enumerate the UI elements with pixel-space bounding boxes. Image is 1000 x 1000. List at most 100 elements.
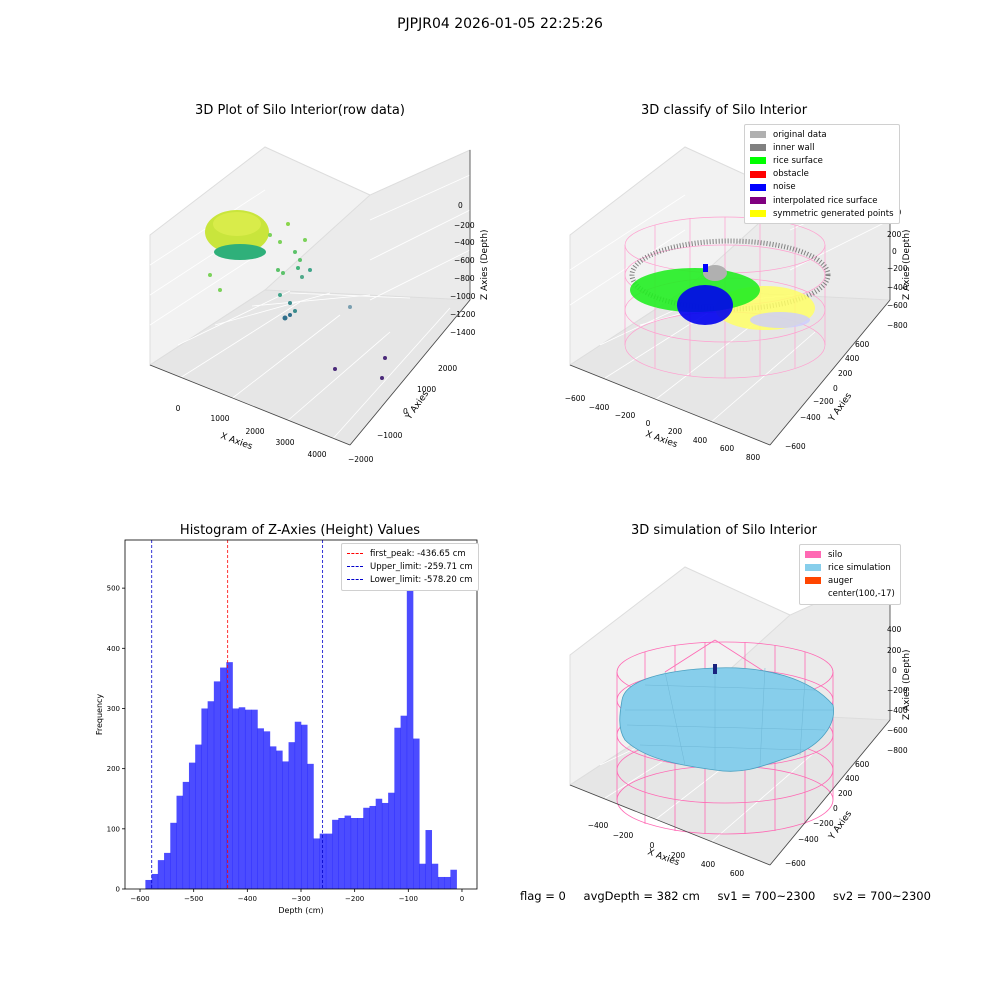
plot4-xtick: 0 bbox=[650, 841, 655, 850]
histogram-bar bbox=[406, 559, 414, 889]
plot2-legend-item: original data bbox=[750, 128, 894, 141]
plot1-dense-cluster bbox=[214, 244, 266, 260]
plot2-ztick: 0 bbox=[892, 247, 897, 256]
histogram-axes: −600 −500 −400 −300 −200 −100 0 0 100 200 300 400 50… bbox=[95, 539, 478, 915]
plot1-title: 3D Plot of Silo Interior(row data) bbox=[195, 103, 405, 118]
plot1-ytick: −1000 bbox=[377, 431, 403, 440]
sv1-value: sv1 = 700~2300 bbox=[717, 889, 816, 903]
plot1-xtick: 1000 bbox=[210, 414, 229, 423]
plot2-ytick: 0 bbox=[833, 384, 838, 393]
plot4-ztick: 0 bbox=[892, 666, 897, 675]
histogram-bar bbox=[325, 833, 333, 889]
histogram-bar bbox=[394, 727, 401, 889]
plot2-legend: original data inner wall rice surface obsta… bbox=[744, 124, 900, 225]
plot2-legend-swatch bbox=[750, 157, 766, 165]
histogram-bar bbox=[357, 817, 364, 889]
plot4-legend-label: rice simulation bbox=[828, 562, 891, 573]
histogram-bar bbox=[294, 721, 302, 889]
histogram-bar bbox=[207, 701, 215, 889]
histogram-bar bbox=[444, 876, 451, 889]
plot2-ytick: 600 bbox=[855, 340, 870, 349]
plot4-legend-item: auger bbox=[805, 574, 895, 587]
plot4-title: 3D simulation of Silo Interior bbox=[631, 523, 817, 538]
hist-legend-label: Lower_limit: -578.20 cm bbox=[370, 574, 473, 585]
histogram-bar bbox=[400, 715, 408, 889]
x-tick-label: −100 bbox=[399, 895, 418, 903]
histogram-bar bbox=[145, 879, 152, 889]
plot2-noise bbox=[677, 285, 733, 325]
plot2-legend-item: inner wall bbox=[750, 141, 894, 154]
plot2-legend-swatch bbox=[750, 170, 766, 178]
plot2-ztick: −200 bbox=[887, 264, 908, 273]
flag-value: flag = 0 bbox=[520, 889, 566, 903]
x-tick-label: −400 bbox=[238, 895, 257, 903]
histogram-bar bbox=[276, 750, 283, 889]
plot2-xtick: 0 bbox=[646, 419, 651, 428]
hist-legend-label: Upper_limit: -259.71 cm bbox=[370, 561, 473, 572]
x-tick-label: −200 bbox=[345, 895, 364, 903]
hist-legend-line bbox=[347, 579, 363, 581]
plot2-legend-item: obstacle bbox=[750, 168, 894, 181]
plot2-ytick: 200 bbox=[838, 369, 853, 378]
hist-legend-label: first_peak: -436.65 cm bbox=[370, 548, 466, 559]
plot1-xtick: 0 bbox=[176, 404, 181, 413]
plot2-original-data bbox=[703, 265, 727, 281]
plot1-ztick: −1200 bbox=[450, 310, 476, 319]
plot1-xtick: 3000 bbox=[275, 438, 294, 447]
plot1-grid bbox=[149, 174, 471, 443]
x-axis-label: Depth (cm) bbox=[278, 906, 323, 915]
plot2-inner-wall bbox=[629, 238, 831, 312]
histogram-bar bbox=[151, 873, 159, 889]
histogram-bar bbox=[288, 742, 296, 889]
plot2-legend-label: symmetric generated points bbox=[773, 208, 894, 219]
plot4-ztick: 400 bbox=[887, 625, 902, 634]
plot4-ytick: −200 bbox=[813, 819, 834, 828]
plot2-legend-label: obstacle bbox=[773, 169, 809, 180]
histogram-bar bbox=[437, 876, 445, 889]
histogram-bar bbox=[201, 708, 208, 889]
plot1-ztick: −200 bbox=[454, 221, 475, 230]
histogram-bar bbox=[313, 838, 320, 889]
plot2-legend-swatch bbox=[750, 183, 766, 191]
histogram-bar bbox=[350, 817, 358, 889]
histogram-bar bbox=[413, 738, 420, 889]
plot2-zlabel: Z Axies (Depth) bbox=[902, 229, 912, 300]
histogram-bar bbox=[338, 817, 345, 889]
plot4-xtick: −400 bbox=[588, 821, 609, 830]
plot4-legend-label: center(100,-17) bbox=[828, 589, 895, 600]
x-tick-label: 0 bbox=[460, 895, 464, 903]
x-tick-label: −300 bbox=[291, 895, 310, 903]
plot2-legend-item: symmetric generated points bbox=[750, 207, 894, 220]
histogram-bar bbox=[226, 662, 233, 889]
plot1-ztick: −1400 bbox=[450, 328, 476, 337]
histogram-bar bbox=[238, 707, 246, 889]
plot4-xtick: −200 bbox=[613, 831, 634, 840]
histogram-bar bbox=[307, 763, 314, 889]
plot4-xtick: 600 bbox=[730, 869, 745, 878]
plot1-ztick: 0 bbox=[458, 201, 463, 210]
plot4-legend-item: rice simulation bbox=[805, 561, 895, 574]
hist-legend-item: Upper_limit: -259.71 cm bbox=[347, 560, 473, 573]
plot1-ytick: 1000 bbox=[417, 385, 436, 394]
histogram-bar bbox=[282, 761, 289, 889]
histogram-bar bbox=[182, 781, 190, 889]
plot1-ylabel: Y Axies bbox=[404, 389, 432, 422]
histogram-bar bbox=[188, 762, 196, 889]
histogram-bar bbox=[263, 731, 271, 889]
plot2-xtick: −400 bbox=[589, 403, 610, 412]
plot4-legend-item: center(100,-17) bbox=[805, 588, 895, 601]
plot4-mesh bbox=[625, 667, 833, 770]
histogram-bar bbox=[195, 744, 202, 889]
y-tick-label: 200 bbox=[107, 765, 120, 773]
plot4-legend: silo rice simulation auger center(100,-17) bbox=[799, 544, 901, 605]
histogram-bar bbox=[363, 807, 370, 889]
x-tick-label: −600 bbox=[130, 895, 149, 903]
histogram-bar bbox=[369, 805, 376, 889]
histogram-bar bbox=[381, 802, 389, 889]
plot4-legend-swatch bbox=[805, 564, 821, 572]
plot4-3d-axes: −400 −200 0 200 400 600 −600 −400 −200 0… bbox=[568, 566, 912, 878]
y-axis-label: Frequency bbox=[95, 694, 104, 736]
plot2-legend-swatch bbox=[750, 197, 766, 205]
plot4-ytick: 200 bbox=[838, 789, 853, 798]
histogram-bar bbox=[232, 708, 240, 889]
